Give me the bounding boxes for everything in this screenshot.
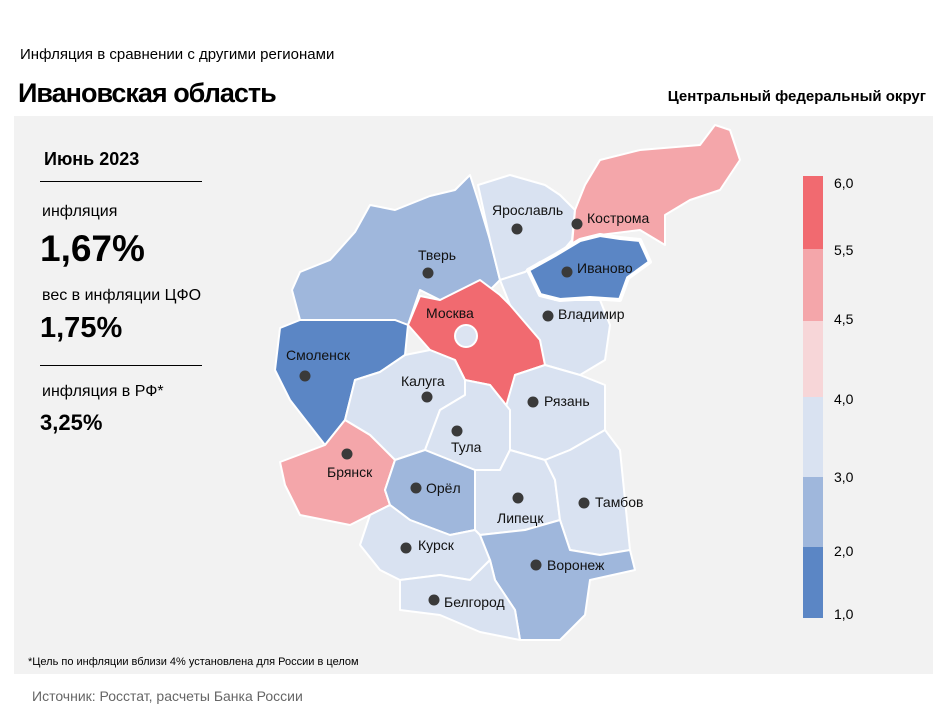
period-label: Июнь 2023 (44, 149, 140, 169)
region-label-11: Брянск (327, 464, 373, 480)
color-legend (803, 176, 823, 618)
city-marker-14 (578, 497, 590, 509)
weight-label: вес в инфляции ЦФО (42, 287, 202, 304)
legend-band-4.5-5.5 (803, 249, 823, 321)
divider-bottom (40, 365, 202, 366)
legend-band-5.5-6.0 (803, 176, 823, 249)
city-marker-7 (299, 370, 311, 382)
city-marker-3 (561, 266, 573, 278)
russia-inflation-label: инфляция в РФ* (42, 383, 164, 400)
region-label-2: Кострома (587, 210, 650, 226)
region-label-6: Владимир (558, 306, 625, 322)
city-marker-17 (428, 594, 440, 606)
city-marker-16 (530, 559, 542, 571)
region-kostroma (571, 124, 741, 246)
region-tver (291, 174, 501, 326)
region-label-3: Иваново (577, 260, 633, 276)
district-name: Центральный федеральный округ (667, 88, 926, 105)
legend-tick-4-5: 4,5 (834, 311, 854, 327)
map-subtitle: Инфляция в сравнении с другими регионами (20, 46, 335, 63)
city-marker-13 (512, 492, 524, 504)
legend-band-1.0-2.0 (803, 547, 823, 618)
city-marker-10 (451, 425, 463, 437)
legend-band-2.0-3.0 (803, 477, 823, 547)
legend-tick-6-0: 6,0 (834, 175, 854, 191)
region-label-10: Тула (451, 439, 482, 455)
city-marker-11 (341, 448, 353, 460)
city-marker-4 (422, 267, 434, 279)
russia-inflation-value: 3,25% (40, 410, 103, 435)
region-label-17: Белгород (444, 594, 505, 610)
legend-tick-4-0: 4,0 (834, 391, 854, 407)
city-marker-2 (571, 218, 583, 230)
region-label-9: Рязань (544, 393, 590, 409)
region-title: Ивановская область (18, 78, 277, 108)
region-ivanovo (526, 233, 652, 302)
legend-tick-5-5: 5,5 (834, 242, 854, 258)
city-marker-12 (410, 482, 422, 494)
city-marker-1 (511, 223, 523, 235)
region-label-15: Курск (418, 537, 455, 553)
region-label-1: Ярославль (492, 202, 563, 218)
footnote: *Цель по инфляции вблизи 4% установлена … (28, 656, 359, 668)
legend-band-4.0-4.5 (803, 321, 823, 397)
region-label-5: Москва (426, 305, 474, 321)
weight-value: 1,75% (40, 312, 123, 344)
region-label-4: Тверь (418, 247, 456, 263)
region-label-13: Липецк (497, 510, 544, 526)
city-marker-6 (542, 310, 554, 322)
region-label-16: Воронеж (547, 557, 605, 573)
legend-tick-1-0: 1,0 (834, 606, 854, 622)
legend-band-3.0-4.0 (803, 397, 823, 477)
city-marker-15 (400, 542, 412, 554)
legend-tick-2-0: 2,0 (834, 543, 854, 559)
inflation-value: 1,67% (40, 228, 145, 269)
region-label-7: Смоленск (286, 347, 351, 363)
city-marker-8 (421, 391, 433, 403)
city-marker-9 (527, 396, 539, 408)
region-label-12: Орёл (426, 480, 461, 496)
inflation-label: инфляция (42, 203, 118, 220)
source-note: Источник: Росстат, расчеты Банка России (32, 688, 303, 704)
legend-tick-3-0: 3,0 (834, 469, 854, 485)
region-label-14: Тамбов (595, 494, 643, 510)
moscow-city-marker (454, 324, 478, 348)
divider-top (40, 181, 202, 182)
region-belgorod (399, 559, 521, 641)
region-label-8: Калуга (401, 373, 445, 389)
